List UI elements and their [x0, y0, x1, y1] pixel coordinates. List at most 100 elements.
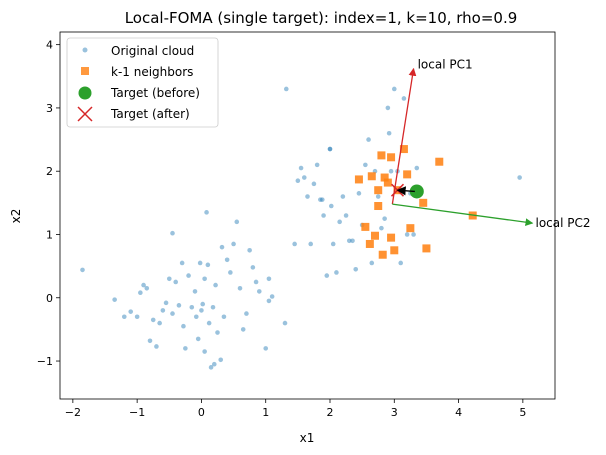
y-tick-label: −1	[37, 355, 53, 368]
cloud-point	[282, 320, 288, 326]
cloud-point	[138, 290, 143, 295]
cloud-point	[327, 146, 333, 152]
legend-marker-target-before	[78, 86, 92, 100]
y-tick-label: 1	[46, 228, 53, 241]
cloud-point	[160, 308, 166, 313]
neighbor-point	[354, 175, 363, 184]
x-tick-label: −1	[129, 406, 145, 419]
x-tick-label: 0	[198, 406, 205, 419]
cloud-point	[266, 298, 272, 304]
points-layer	[80, 86, 522, 370]
cloud-point	[202, 349, 207, 354]
cloud-point	[517, 175, 522, 180]
cloud-point	[141, 282, 146, 288]
cloud-point	[121, 314, 127, 320]
cloud-point	[398, 260, 404, 266]
legend-box	[66, 37, 219, 128]
cloud-point	[221, 314, 227, 320]
pc1-arrow	[391, 67, 417, 205]
cloud-point	[269, 294, 275, 299]
cloud-point	[356, 191, 362, 196]
cloud-point	[205, 262, 211, 268]
cloud-point	[375, 194, 381, 199]
cloud-point	[319, 197, 325, 202]
cloud-point	[234, 219, 240, 225]
pc2-arrow	[392, 203, 534, 227]
cloud-point	[353, 266, 359, 272]
cloud-point	[379, 225, 384, 231]
cloud-point	[363, 162, 368, 168]
cloud-point	[112, 297, 117, 302]
x-axis-label: x1	[300, 431, 315, 445]
x-tick-label: −2	[65, 406, 81, 419]
cloud-point	[318, 197, 323, 202]
legend-marker-cloud	[82, 47, 88, 53]
cloud-point	[247, 248, 252, 253]
neighbor-point	[403, 170, 412, 179]
x-tick-label: 2	[327, 406, 334, 419]
target-before-point	[409, 184, 424, 199]
cloud-point	[192, 289, 198, 294]
cloud-point	[186, 273, 191, 278]
cloud-point	[388, 168, 394, 174]
legend-label-target-before: Target (before)	[110, 86, 200, 100]
cloud-point	[219, 244, 225, 250]
neighbor-point	[374, 186, 383, 195]
cloud-point	[208, 365, 214, 370]
cloud-point	[266, 276, 272, 282]
cloud-point	[211, 361, 217, 367]
cloud-point	[343, 213, 349, 218]
legend-marker-target-after	[77, 106, 93, 122]
cloud-point	[256, 289, 262, 294]
cloud-point	[244, 311, 249, 316]
neighbor-point	[387, 233, 396, 242]
cloud-point	[199, 308, 204, 313]
cloud-point	[144, 285, 150, 291]
neighbor-point	[361, 222, 370, 231]
cloud-point	[231, 241, 236, 247]
y-tick-label: 0	[46, 292, 53, 305]
cloud-point	[215, 330, 220, 335]
cloud-point	[147, 338, 153, 344]
cloud-point	[366, 137, 371, 142]
cloud-point	[327, 146, 333, 152]
cloud-point	[197, 260, 203, 266]
y-axis: −1 0 1 2 3 4	[37, 39, 60, 368]
cloud-point	[237, 285, 243, 291]
x-axis: −2 −1 0 1 2 3 4 5	[65, 399, 526, 419]
legend-marker-neighbors	[81, 67, 89, 75]
cloud-point	[179, 260, 185, 266]
cloud-point	[134, 314, 140, 320]
cloud-point	[193, 314, 199, 320]
cloud-point	[404, 232, 410, 237]
neighbor-point	[406, 224, 415, 233]
cloud-point	[189, 304, 195, 310]
neighbor-point	[419, 198, 428, 207]
plot-frame	[59, 31, 556, 400]
cloud-point	[414, 165, 420, 171]
x-tick-label: 3	[391, 406, 398, 419]
pc1-label: local PC1	[418, 58, 473, 72]
cloud-point	[385, 105, 391, 111]
cloud-point	[157, 320, 162, 326]
cloud-point	[311, 181, 317, 187]
cloud-point	[240, 327, 246, 332]
cloud-point	[369, 260, 375, 266]
y-tick-label: 4	[46, 39, 53, 52]
cloud-point	[176, 303, 182, 308]
cloud-point	[183, 346, 188, 351]
neighbor-point	[371, 231, 379, 240]
neighbor-point	[383, 178, 392, 187]
cloud-point	[292, 241, 297, 247]
cloud-point	[170, 230, 175, 236]
cloud-point	[195, 336, 201, 342]
pc2-label: local PC2	[536, 216, 591, 230]
legend: Original cloud k-1 neighbors Target (bef…	[66, 37, 219, 128]
cloud-point	[170, 311, 175, 316]
cloud-point	[228, 270, 233, 275]
neighbor-point	[365, 239, 374, 248]
chart-title: Local-FOMA (single target): index=1, k=1…	[125, 9, 518, 27]
x-tick-label: 4	[455, 406, 462, 419]
cloud-point	[298, 165, 304, 171]
